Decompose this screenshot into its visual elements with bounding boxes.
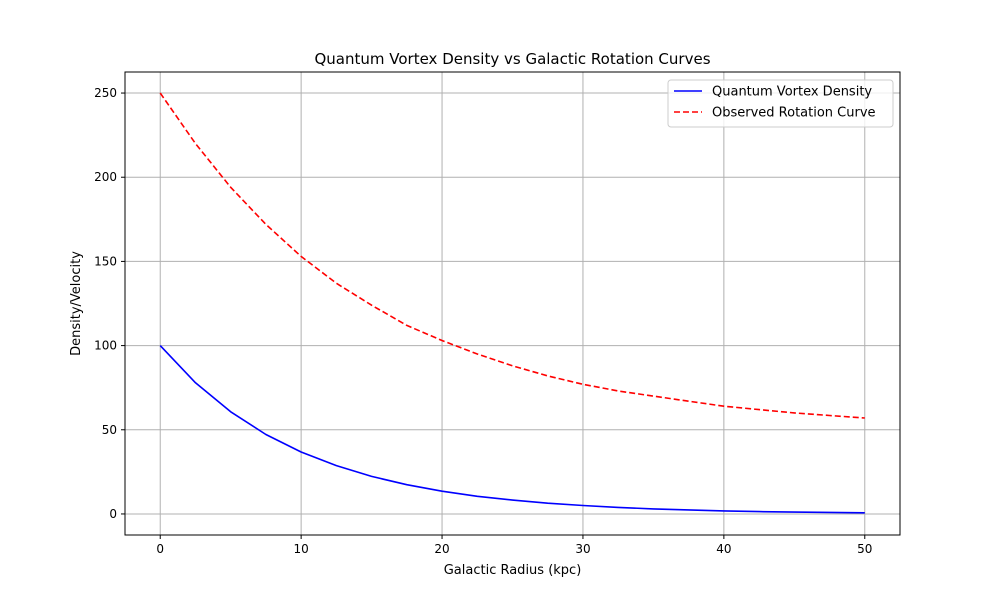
x-tick-label: 50 [857, 542, 872, 556]
series-line-quantum-vortex-density [159, 345, 865, 514]
series-layer [159, 92, 865, 514]
legend: Quantum Vortex Density Observed Rotation… [667, 79, 894, 128]
series-line-observed-rotation-curve [159, 92, 865, 419]
x-tick-label: 20 [434, 542, 449, 556]
x-tick-label: 10 [293, 542, 308, 556]
axes-ticks: 0 10 20 30 40 50 0 50 100 150 200 250 [94, 86, 872, 556]
legend-label-observed-rotation-curve: Observed Rotation Curve [712, 106, 876, 121]
legend-label-quantum-vortex-density: Quantum Vortex Density [712, 85, 872, 100]
x-tick-label: 30 [575, 542, 590, 556]
x-tick-label: 0 [156, 542, 164, 556]
y-tick-label: 200 [94, 170, 117, 184]
chart-title: Quantum Vortex Density vs Galactic Rotat… [314, 50, 710, 68]
x-axis-label: Galactic Radius (kpc) [444, 563, 582, 578]
y-tick-label: 250 [94, 86, 117, 100]
grid [125, 72, 900, 535]
y-tick-label: 0 [109, 507, 117, 521]
y-axis-label: Density/Velocity [69, 251, 84, 356]
y-tick-label: 50 [102, 423, 117, 437]
plot-area-frame [124, 71, 901, 536]
legend-box [667, 79, 894, 128]
y-tick-label: 150 [94, 254, 117, 268]
y-tick-label: 100 [94, 339, 117, 353]
x-tick-label: 40 [716, 542, 731, 556]
